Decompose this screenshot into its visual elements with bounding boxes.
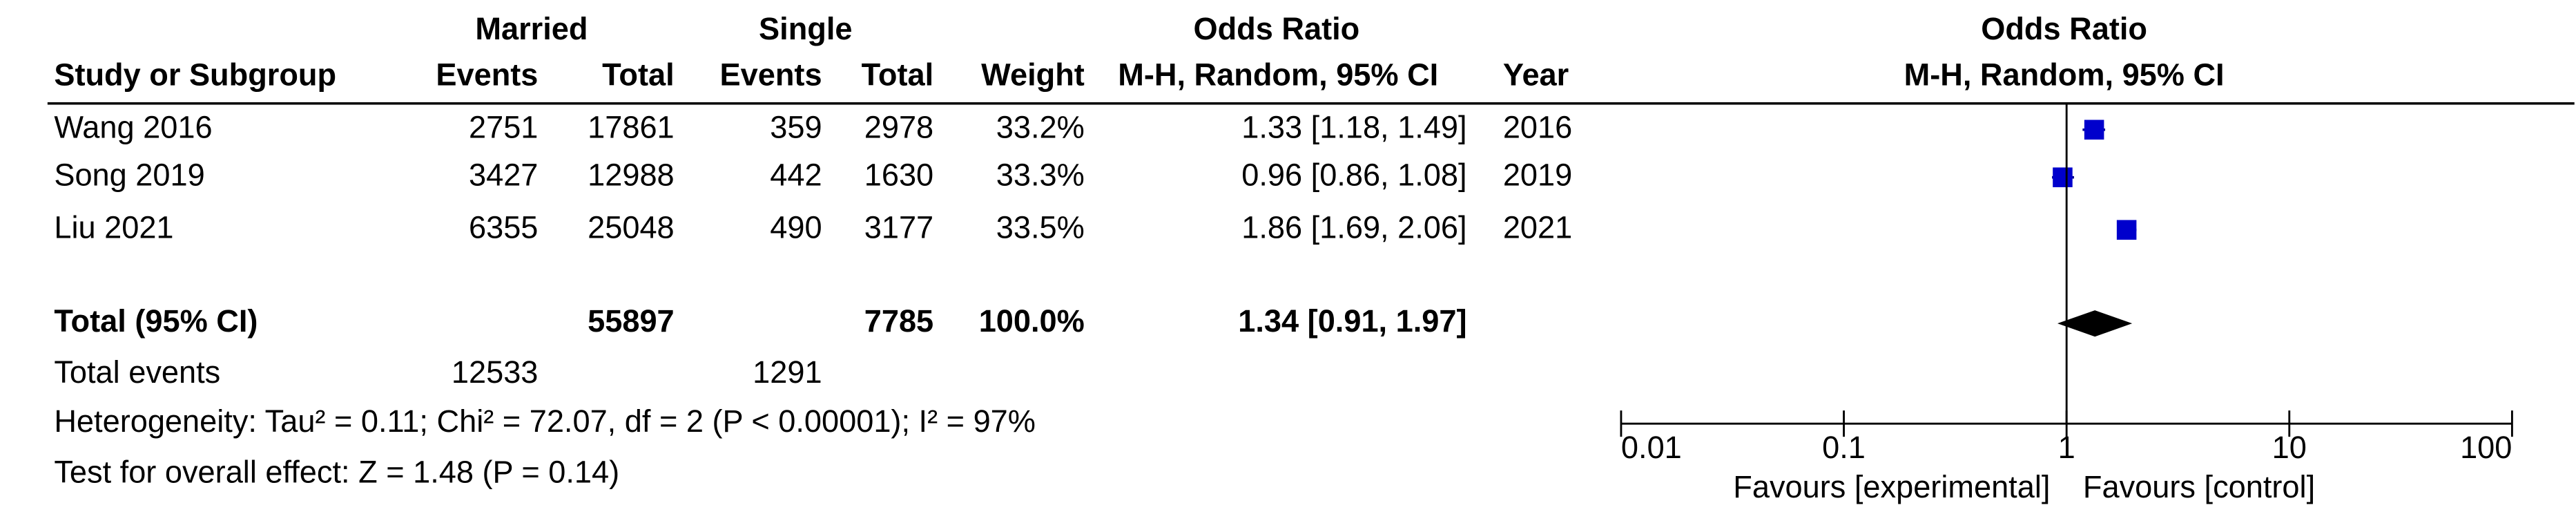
weight: 33.5% [996,210,1085,245]
ci-label: 0.96 [0.86, 1.08] [1241,158,1466,193]
column-header: Events [436,57,538,93]
ci-label: 1.33 [1.18, 1.49] [1241,110,1466,145]
study-name: Song 2019 [54,158,204,193]
column-header: M-H, Random, 95% CI [1904,57,2225,93]
year: 2021 [1503,210,1572,245]
x-tick-label: 1 [2058,430,2075,465]
column-header: Year [1503,57,1569,93]
column-header: Total [862,57,933,93]
events: 1291 [753,354,822,390]
total: 55897 [588,303,675,339]
favours-label: Favours [control] [2083,469,2315,504]
year: 2019 [1503,158,1572,193]
column-header: Total [602,57,674,93]
x-tick-label: 0.1 [1822,430,1866,465]
column-header: Study or Subgroup [54,57,336,93]
year: 2016 [1503,110,1572,145]
study-marker [2053,167,2073,187]
column-header: M-H, Random, 95% CI [1118,57,1438,93]
events: 3427 [469,158,538,193]
column-header: Odds Ratio [1193,11,1359,46]
favours-label: Favours [experimental] [1733,469,2050,504]
group-header: Married [475,11,588,46]
total: 7785 [864,303,933,339]
events: 442 [770,158,822,193]
total-label: Total (95% CI) [54,303,258,339]
total: 2978 [864,110,933,145]
heterogeneity: Heterogeneity: Tau² = 0.11; Chi² = 72.07… [54,403,1036,439]
events: 6355 [469,210,538,245]
total: 17861 [588,110,675,145]
events: 2751 [469,110,538,145]
total: 3177 [864,210,933,245]
total-events-label: Total events [54,354,220,390]
study-marker [2084,120,2104,140]
weight: 33.2% [996,110,1085,145]
total: 12988 [588,158,675,193]
group-header: Single [759,11,852,46]
weight: 33.3% [996,158,1085,193]
summary-diamond [2057,310,2133,337]
study-marker [2116,220,2137,240]
total: 1630 [864,158,933,193]
column-header: Events [720,57,822,93]
events: 12533 [452,354,539,390]
x-tick-label: 0.01 [1621,430,1682,465]
column-header: Odds Ratio [1981,11,2147,46]
ci-label: 1.34 [0.91, 1.97] [1238,303,1466,339]
x-tick-label: 100 [2460,430,2512,465]
events: 490 [770,210,822,245]
weight: 100.0% [979,303,1085,339]
study-name: Wang 2016 [54,110,212,145]
overall-effect: Test for overall effect: Z = 1.48 (P = 0… [54,455,619,490]
column-header: Weight [981,57,1085,93]
study-name: Liu 2021 [54,210,173,245]
ci-label: 1.86 [1.69, 2.06] [1241,210,1466,245]
events: 359 [770,110,822,145]
x-tick-label: 10 [2272,430,2307,465]
total: 25048 [588,210,675,245]
